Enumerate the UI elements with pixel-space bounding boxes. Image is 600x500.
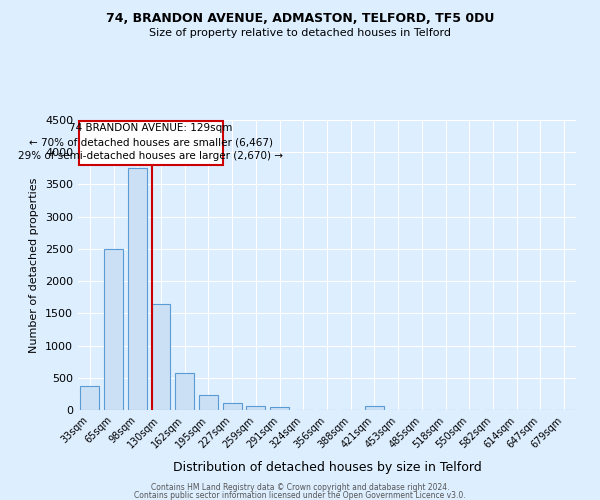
Bar: [223, 403, 242, 410]
Bar: [175, 372, 194, 410]
X-axis label: Distribution of detached houses by size in Telford: Distribution of detached houses by size …: [173, 461, 481, 474]
Bar: [80, 386, 100, 410]
Bar: [128, 168, 147, 410]
Bar: [104, 249, 123, 410]
Bar: [152, 304, 170, 410]
Text: 74, BRANDON AVENUE, ADMASTON, TELFORD, TF5 0DU: 74, BRANDON AVENUE, ADMASTON, TELFORD, T…: [106, 12, 494, 26]
Bar: [199, 394, 218, 410]
Text: Contains HM Land Registry data © Crown copyright and database right 2024.: Contains HM Land Registry data © Crown c…: [151, 483, 449, 492]
Text: ← 70% of detached houses are smaller (6,467): ← 70% of detached houses are smaller (6,…: [29, 137, 273, 147]
Text: Size of property relative to detached houses in Telford: Size of property relative to detached ho…: [149, 28, 451, 38]
FancyBboxPatch shape: [79, 122, 223, 165]
Bar: [247, 406, 265, 410]
Bar: [270, 408, 289, 410]
Bar: [365, 406, 384, 410]
Y-axis label: Number of detached properties: Number of detached properties: [29, 178, 40, 352]
Text: Contains public sector information licensed under the Open Government Licence v3: Contains public sector information licen…: [134, 492, 466, 500]
Text: 74 BRANDON AVENUE: 129sqm: 74 BRANDON AVENUE: 129sqm: [69, 124, 233, 134]
Text: 29% of semi-detached houses are larger (2,670) →: 29% of semi-detached houses are larger (…: [19, 151, 283, 161]
